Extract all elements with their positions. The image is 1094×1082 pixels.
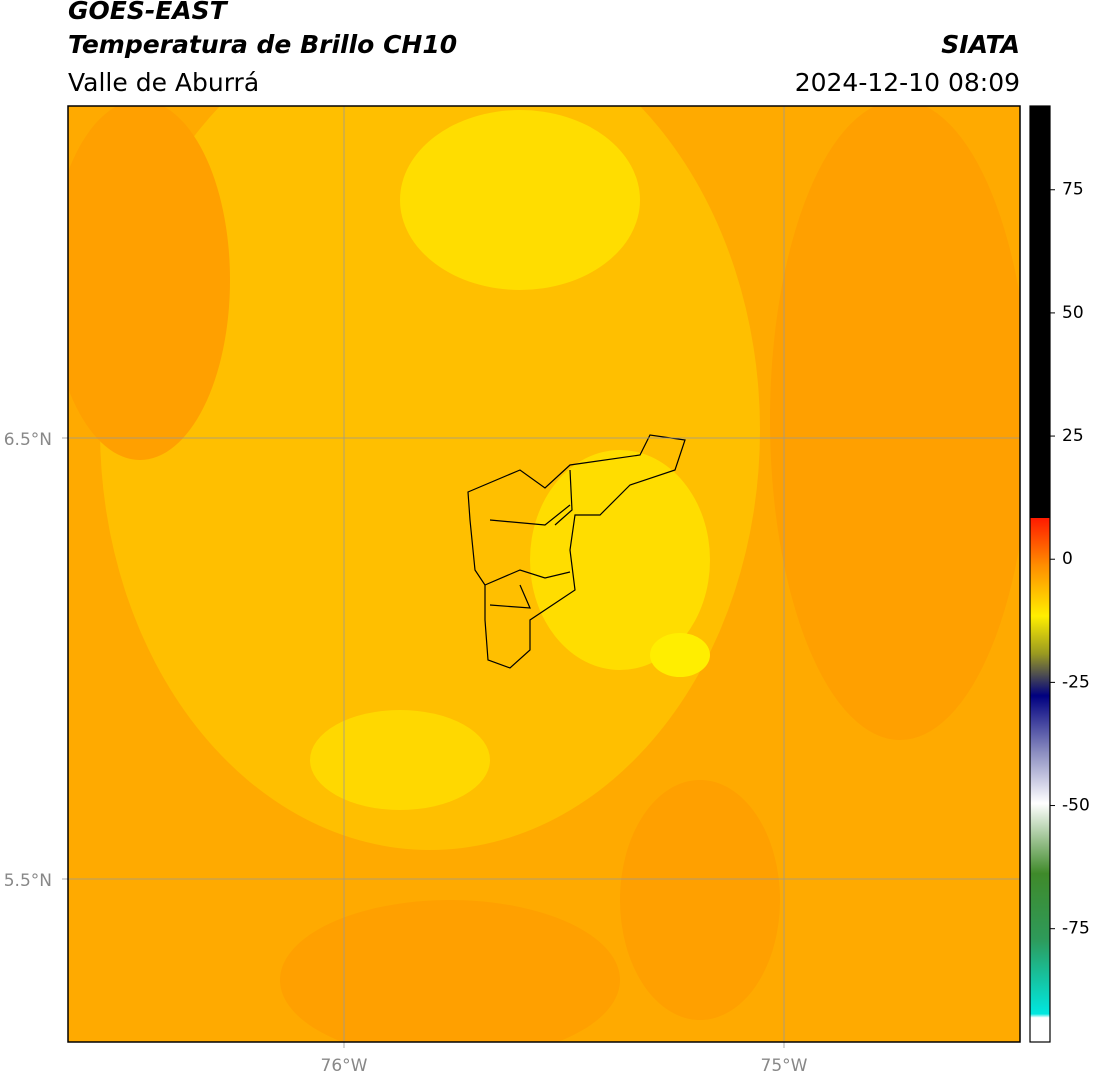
colorbar — [1029, 105, 1051, 1043]
colorbar-tick-label: -25 — [1062, 672, 1090, 692]
municipality-borders — [467, 434, 686, 669]
colorbar-tick-label: -50 — [1062, 796, 1090, 816]
source: SIATA — [941, 30, 1020, 59]
lon-label: 76°W — [321, 1056, 368, 1076]
title: GOES-EAST — [68, 0, 229, 25]
graticule — [62, 106, 1020, 1048]
map-frame — [67, 105, 1021, 1043]
map-field — [68, 106, 1020, 1042]
subtitle: Temperatura de Brillo CH10 — [68, 30, 457, 59]
colorbar-tick-label: -75 — [1062, 919, 1090, 939]
colorbar-tick-label: 75 — [1062, 180, 1084, 200]
lon-label: 75°W — [761, 1056, 808, 1076]
lat-label: 6.5°N — [4, 430, 52, 450]
lat-label: 5.5°N — [4, 871, 52, 891]
colorbar-tick-label: 0 — [1062, 549, 1073, 569]
colorbar-tick-label: 25 — [1062, 426, 1084, 446]
datetime: 2024-12-10 08:09 — [795, 68, 1020, 97]
region: Valle de Aburrá — [68, 68, 259, 97]
colorbar-tick-label: 50 — [1062, 303, 1084, 323]
